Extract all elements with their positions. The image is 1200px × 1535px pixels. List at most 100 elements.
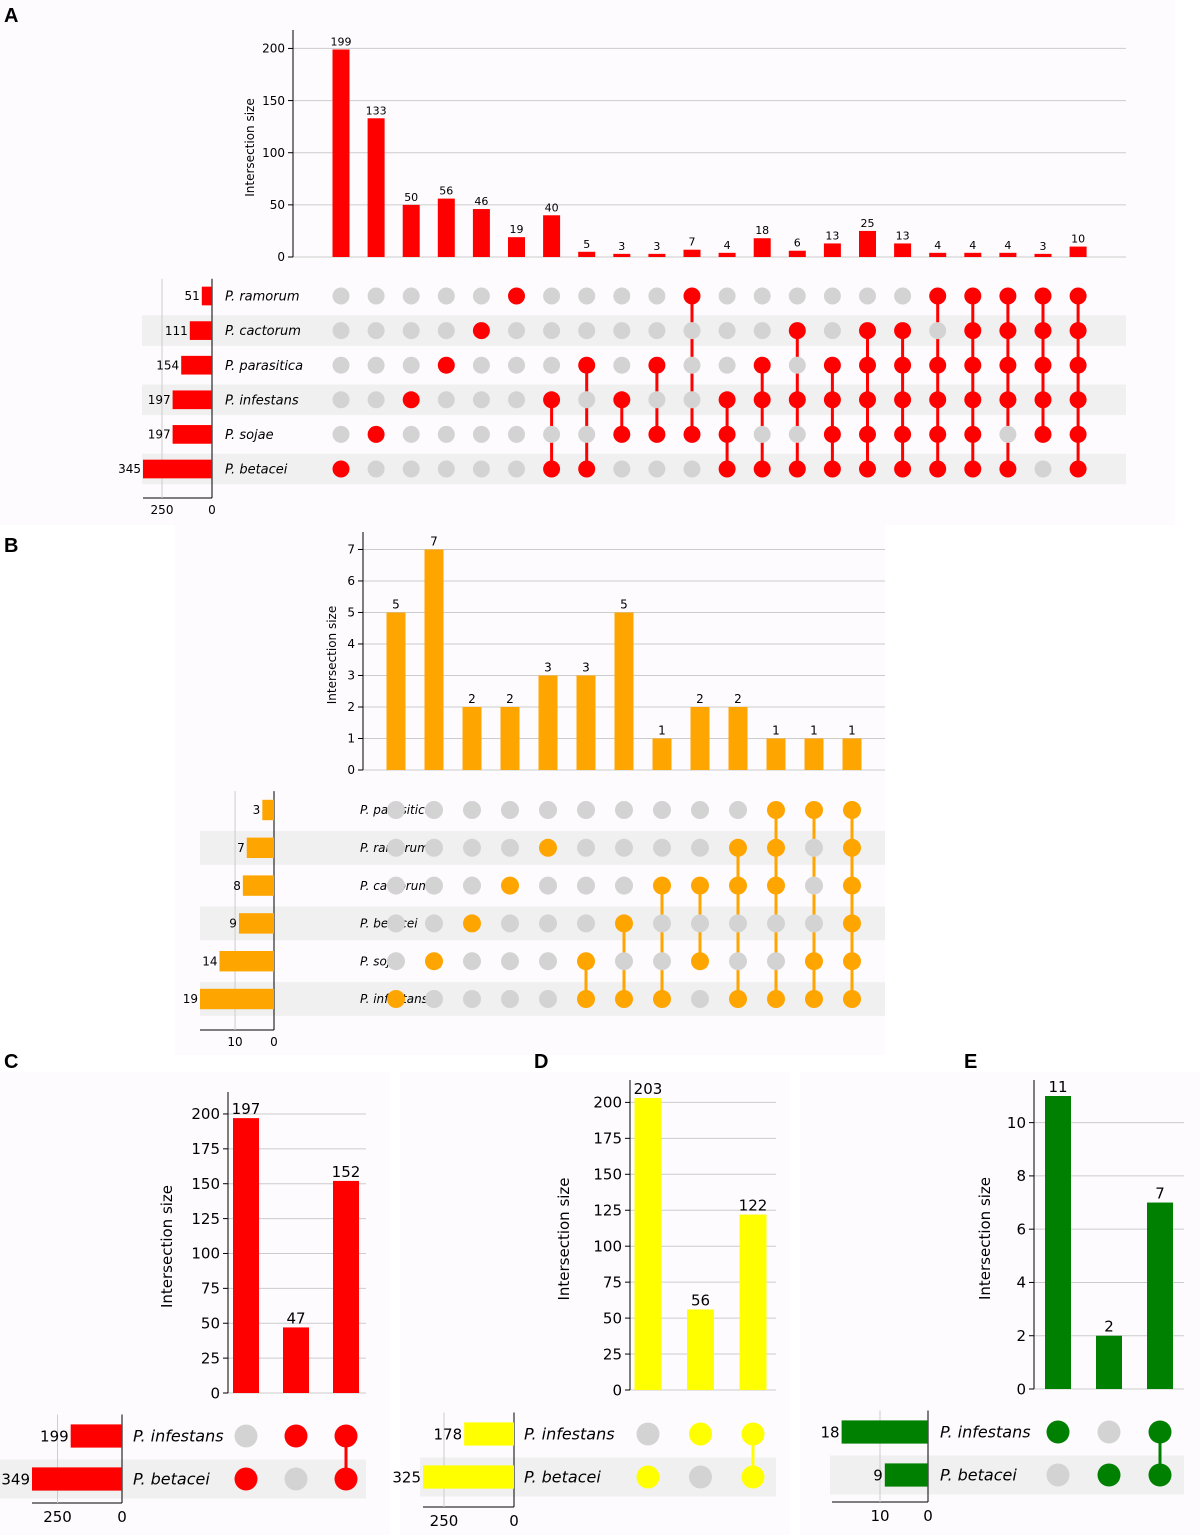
- intersection-bar: [500, 706, 520, 770]
- matrix-dot-inactive: [767, 952, 785, 971]
- matrix-dot-inactive: [615, 952, 633, 971]
- intersection-bar: [578, 251, 596, 257]
- set-size-bar: [181, 355, 212, 375]
- intersection-bar: [1147, 1202, 1173, 1389]
- matrix-dot-active: [999, 460, 1017, 478]
- matrix-row-shade: [142, 315, 1126, 346]
- matrix-dot-active: [929, 460, 947, 478]
- set-size-label: 51: [185, 289, 200, 303]
- intersection-bar: [386, 612, 406, 770]
- panel-D: D 0 25 50 75 100 125 150 175 200 Intersection size…: [392, 1051, 790, 1535]
- matrix-dot-active: [1097, 1463, 1121, 1487]
- y-tick-label: 100: [191, 1245, 220, 1263]
- matrix-dot-inactive: [387, 876, 405, 895]
- bar-value-label: 11: [1048, 1078, 1067, 1096]
- matrix-dot-active: [1069, 460, 1087, 478]
- set-size-bar: [189, 321, 212, 340]
- matrix-dot-active: [929, 391, 947, 409]
- matrix-dot-active: [767, 990, 785, 1008]
- matrix-dot-active: [964, 322, 982, 340]
- y-tick-label: 0: [277, 250, 285, 264]
- matrix-dot-active: [823, 425, 841, 443]
- matrix-dot-inactive: [1034, 460, 1052, 478]
- y-axis-label: Intersection size: [243, 98, 257, 196]
- y-tick-label: 6: [1016, 1220, 1026, 1238]
- y-tick-label: 125: [593, 1201, 622, 1219]
- matrix-dot-active: [1034, 287, 1052, 305]
- matrix-dot-inactive: [805, 838, 823, 857]
- bar-value-label: 4: [934, 239, 941, 252]
- size-tick-label: 250: [151, 503, 174, 517]
- set-name-label: P. cactorum: [225, 324, 301, 339]
- matrix-dot-active: [894, 460, 912, 478]
- matrix-dot-inactive: [387, 838, 405, 857]
- y-tick-label: 2: [347, 700, 355, 714]
- bar-value-label: 122: [739, 1197, 768, 1215]
- matrix-dot-active: [472, 322, 490, 340]
- y-tick-label: 175: [191, 1140, 220, 1158]
- matrix-dot-active: [999, 356, 1017, 374]
- y-tick-label: 125: [191, 1210, 220, 1228]
- intersection-bar: [634, 1098, 662, 1390]
- bar-value-label: 5: [583, 238, 590, 251]
- matrix-dot-active: [805, 801, 823, 819]
- matrix-dot-inactive: [577, 914, 595, 933]
- matrix-dot-inactive: [753, 322, 771, 340]
- matrix-dot-active: [578, 356, 596, 374]
- matrix-dot-inactive: [543, 425, 561, 443]
- matrix-dot-inactive: [539, 990, 557, 1008]
- bar-value-label: 50: [404, 191, 418, 204]
- set-size-bar: [201, 286, 212, 306]
- y-tick-label: 50: [603, 1309, 622, 1327]
- matrix-dot-inactive: [539, 952, 557, 971]
- bar-value-label: 3: [582, 660, 590, 674]
- set-name-label: P. parasitica: [225, 359, 303, 374]
- matrix-dot-active: [929, 356, 947, 374]
- bar-value-label: 6: [794, 237, 801, 250]
- y-axis-label: Intersection size: [555, 1177, 573, 1300]
- matrix-dot-active: [1148, 1420, 1172, 1444]
- matrix-dot-inactive: [653, 914, 671, 933]
- bar-value-label: 47: [286, 1309, 305, 1327]
- matrix-dot-active: [859, 460, 876, 478]
- size-tick-label: 0: [208, 503, 216, 517]
- bar-value-label: 1: [848, 723, 856, 737]
- matrix-dot-inactive: [472, 460, 490, 478]
- y-tick-label: 100: [593, 1237, 622, 1255]
- intersection-bar: [1045, 1095, 1071, 1389]
- matrix-dot-inactive: [539, 914, 557, 933]
- matrix-dot-active: [615, 990, 633, 1008]
- intersection-bar: [508, 237, 525, 257]
- matrix-dot-inactive: [578, 391, 596, 409]
- matrix-dot-active: [843, 952, 861, 971]
- matrix-dot-inactive: [332, 356, 350, 374]
- matrix-dot-inactive: [613, 287, 631, 305]
- bar-value-label: 1: [658, 723, 666, 737]
- matrix-dot-inactive: [437, 460, 455, 478]
- bar-value-label: 5: [620, 597, 628, 611]
- y-tick-label: 150: [262, 94, 285, 108]
- matrix-dot-inactive: [402, 425, 420, 443]
- matrix-dot-active: [753, 460, 771, 478]
- matrix-dot-inactive: [425, 801, 443, 819]
- matrix-dot-inactive: [648, 460, 666, 478]
- matrix-dot-active: [615, 914, 633, 933]
- matrix-dot-inactive: [425, 838, 443, 857]
- bar-value-label: 13: [825, 229, 839, 242]
- bar-value-label: 56: [691, 1291, 710, 1309]
- matrix-dot-inactive: [691, 914, 709, 933]
- size-tick-label: 250: [430, 1512, 459, 1530]
- matrix-dot-inactive: [402, 356, 420, 374]
- matrix-dot-active: [823, 356, 841, 374]
- matrix-dot-inactive: [472, 391, 490, 409]
- matrix-dot-inactive: [577, 838, 595, 857]
- matrix-dot-active: [894, 425, 912, 443]
- matrix-dot-inactive: [332, 322, 350, 340]
- set-size-label: 325: [392, 1468, 421, 1486]
- matrix-dot-inactive: [577, 801, 595, 819]
- y-tick-label: 200: [593, 1094, 622, 1112]
- matrix-dot-inactive: [472, 356, 490, 374]
- matrix-dot-inactive: [648, 391, 666, 409]
- matrix-dot-inactive: [718, 356, 736, 374]
